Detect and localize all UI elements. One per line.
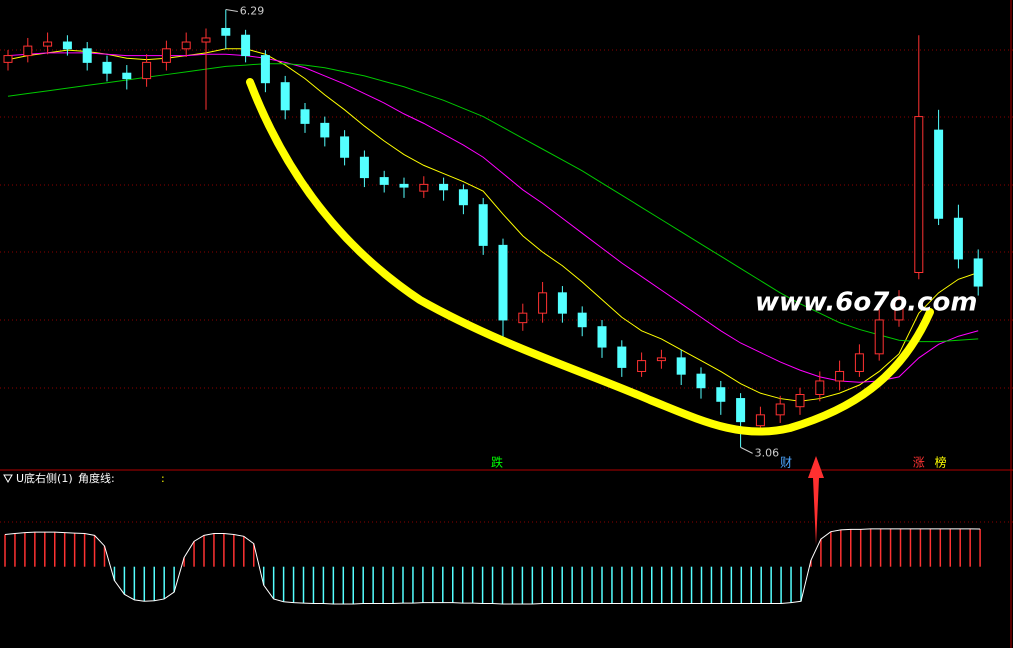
collapse-icon — [3, 474, 13, 484]
indicator-line — [4, 528, 981, 605]
price-panel: 6.29 3.06 跌 财 涨榜 — [3, 4, 983, 470]
value-prefix: : — [161, 472, 165, 485]
moving-average — [7, 63, 979, 343]
candle-body — [221, 27, 231, 36]
candle-body — [478, 204, 488, 246]
candle-body — [399, 183, 409, 188]
low-label: 3.06 — [755, 446, 780, 459]
signal-marker: 涨 — [913, 455, 925, 470]
candle-body — [300, 109, 310, 124]
candle-body — [676, 357, 686, 375]
candle-body — [161, 48, 171, 63]
candle-body — [359, 156, 369, 179]
candle-body — [835, 370, 845, 382]
low-pointer — [740, 446, 753, 454]
candle-body — [934, 129, 944, 219]
candle-body — [617, 346, 627, 368]
candle-body — [419, 183, 429, 192]
signal-arrow — [808, 456, 824, 545]
candle-body — [557, 292, 567, 314]
candle-body — [498, 244, 508, 321]
high-pointer — [225, 8, 238, 12]
candle-body — [379, 177, 389, 185]
candle-body — [696, 373, 706, 389]
indicator-panel — [4, 528, 981, 605]
line-label: 角度线: — [78, 471, 115, 485]
candle-body — [320, 122, 330, 138]
candle-body — [62, 41, 72, 50]
candle-body — [439, 183, 449, 191]
candle-body — [201, 37, 211, 43]
signal-marker: 榜 — [935, 455, 947, 470]
candle-body — [260, 55, 270, 84]
candle-body — [736, 398, 746, 423]
candle-body — [122, 72, 132, 80]
candle-body — [577, 312, 587, 328]
candle-body — [815, 380, 825, 396]
signal-marker: 财 — [780, 456, 792, 470]
candle-body — [953, 217, 963, 260]
candle-body — [854, 353, 864, 372]
candle-body — [102, 61, 112, 74]
candle-body — [458, 189, 468, 206]
candle-body — [82, 48, 92, 63]
signal-marker: 跌 — [491, 455, 503, 470]
candle-body — [518, 312, 528, 324]
candle-body — [795, 394, 805, 408]
candle-body — [775, 403, 785, 416]
watermark: www.6o7o.com — [755, 288, 977, 318]
candle-body — [597, 326, 607, 348]
high-label: 6.29 — [240, 4, 264, 17]
candle-body — [716, 387, 726, 402]
candle-body — [538, 292, 548, 314]
indicator-title: U底右侧(1) — [16, 471, 73, 485]
candle-body — [894, 299, 904, 321]
candle-body — [43, 41, 53, 47]
candle-body — [280, 82, 290, 111]
candle-body — [914, 116, 924, 273]
candle-body — [23, 45, 33, 57]
candle-body — [973, 258, 983, 287]
u-curve — [246, 78, 934, 436]
candle-body — [142, 61, 152, 80]
candle-body — [3, 55, 13, 63]
candle-body — [874, 319, 884, 355]
candle-body — [340, 136, 350, 158]
candle-body — [241, 34, 251, 57]
candle-body — [755, 414, 765, 427]
candle-body — [637, 360, 647, 372]
candle-body — [181, 41, 191, 50]
candle-body — [656, 357, 666, 362]
